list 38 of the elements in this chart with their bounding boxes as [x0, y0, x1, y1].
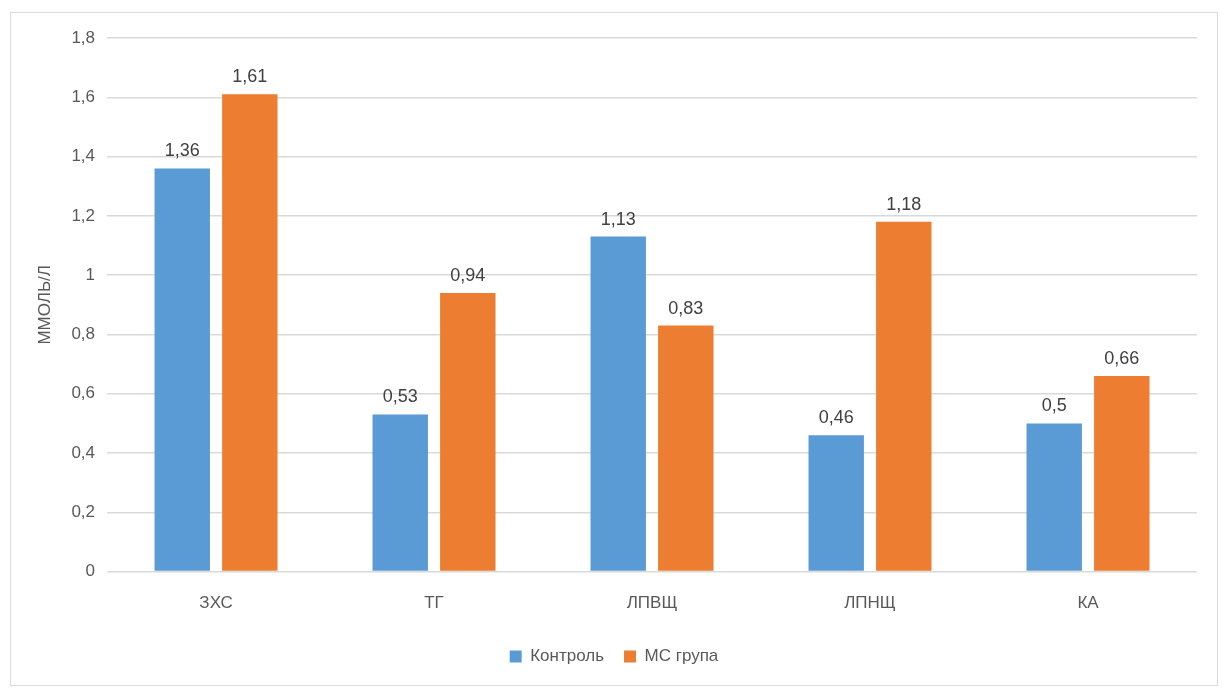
x-tick-label: ЗХС [199, 593, 233, 613]
data-label: 0,5 [1041, 395, 1067, 416]
y-tick-label: 0,2 [71, 502, 96, 521]
data-label: 0,46 [818, 407, 854, 428]
legend-label: МС група [644, 646, 719, 666]
data-label: 0,53 [382, 386, 418, 407]
y-tick-label: 0,8 [71, 324, 96, 344]
y-tick-label: 1,8 [71, 27, 96, 47]
data-label: 0,94 [450, 264, 486, 285]
y-tick-label: 1 [85, 264, 96, 284]
data-label: 1,36 [164, 140, 200, 161]
bar [222, 94, 278, 571]
bar [808, 435, 864, 571]
x-tick-label: ЛПНЩ [844, 593, 896, 613]
y-tick-label: 1,6 [71, 86, 96, 106]
bar [440, 292, 496, 571]
data-label: 1,13 [600, 208, 636, 229]
bar [658, 325, 714, 571]
legend-label: Контроль [530, 646, 605, 666]
x-tick-label: ТГ [424, 593, 444, 613]
data-label: 0,83 [668, 297, 704, 318]
y-tick-label: 1,2 [71, 205, 96, 225]
y-tick-label: 0,6 [71, 383, 96, 403]
data-label: 1,61 [232, 66, 268, 87]
bar [876, 221, 932, 571]
data-label: 0,66 [1104, 347, 1140, 368]
y-tick-label: 1,4 [71, 146, 96, 166]
bar [154, 168, 210, 571]
x-tick-label: ЛПВЩ [626, 593, 678, 613]
bar [1094, 375, 1150, 571]
bar [372, 414, 428, 571]
y-tick-label: 0,4 [71, 442, 96, 462]
bar [1026, 423, 1082, 571]
bar [590, 236, 646, 571]
y-axis-title: ММОЛЬ/Л [34, 265, 54, 345]
y-tick-label: 0 [85, 561, 96, 581]
x-tick-label: КА [1077, 593, 1100, 613]
data-label: 1,18 [886, 193, 922, 214]
